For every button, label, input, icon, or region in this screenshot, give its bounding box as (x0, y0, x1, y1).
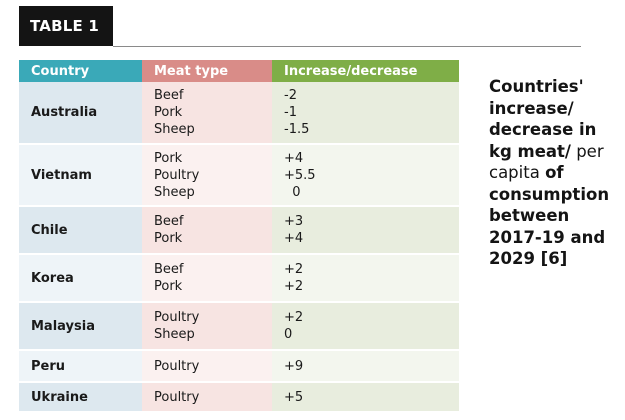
table-row: Malaysia Poultry Sheep +2 0 (19, 302, 459, 351)
change-cell: +5 (272, 382, 459, 413)
table-caption: Countries' increase/ decrease in kg meat… (489, 76, 623, 270)
meat-type-label: Pork (154, 105, 183, 120)
country-cell: Chile (19, 206, 142, 255)
column-header-change: Increase/decrease (272, 60, 459, 82)
change-value: -1 (284, 105, 297, 120)
meat-type-cell: Poultry (142, 350, 272, 383)
meat-type-cell: Beef Pork (142, 254, 272, 303)
meat-type-label: Sheep (154, 327, 195, 342)
meat-type-label: Sheep (154, 122, 195, 137)
country-cell: Malaysia (19, 302, 142, 351)
change-cell: +2 0 (272, 302, 459, 351)
change-value: +5.5 (284, 167, 316, 183)
table-body: Australia Beef Pork Sheep -2 -1 -1.5 Vietnam Por… (19, 82, 459, 413)
meat-type-cell: Poultry Sheep (142, 302, 272, 351)
change-value: 0 (284, 327, 293, 342)
caption-bold-end: of consumption between 2017-19 and 2029 … (489, 163, 610, 268)
change-value: +2 (284, 279, 304, 294)
table-header-row: Country Meat type Increase/decrease (19, 60, 459, 82)
country-cell: Vietnam (19, 144, 142, 207)
change-cell: +9 (272, 350, 459, 383)
meat-type-label: Beef (154, 88, 184, 103)
header-rule (113, 46, 581, 47)
country-cell: Korea (19, 254, 142, 303)
change-cell: +2 +2 (272, 254, 459, 303)
meat-type-label: Beef (154, 214, 184, 229)
change-value: +2 (284, 262, 304, 277)
change-value: -2 (284, 88, 297, 103)
change-cell: +3 +4 (272, 206, 459, 255)
table-row: Korea Beef Pork +2 +2 (19, 254, 459, 303)
meat-type-label: Beef (154, 262, 184, 277)
change-value: +4 (284, 231, 304, 246)
change-value: +9 (284, 358, 304, 374)
change-value: -1.5 (284, 122, 310, 137)
meat-type-label: Poultry (154, 310, 200, 325)
caption-bold-start: Countries' increase/ decrease in kg meat… (489, 77, 597, 161)
meat-type-label: Poultry (154, 167, 200, 183)
change-value: +2 (284, 310, 304, 325)
country-cell: Ukraine (19, 382, 142, 413)
change-cell: +4 +5.5 0 (272, 144, 459, 207)
meat-type-label: Pork (154, 150, 183, 166)
meat-type-label: Pork (154, 279, 183, 294)
meat-type-cell: Poultry (142, 382, 272, 413)
country-cell: Australia (19, 82, 142, 145)
change-value: 0 (284, 184, 301, 200)
table-row: Chile Beef Pork +3 +4 (19, 206, 459, 255)
column-header-country: Country (19, 60, 142, 82)
change-value: +5 (284, 389, 304, 405)
table-label-badge: TABLE 1 (19, 6, 113, 46)
meat-type-label: Poultry (154, 358, 200, 374)
country-cell: Peru (19, 350, 142, 383)
meat-type-cell: Beef Pork (142, 206, 272, 255)
meat-type-label: Sheep (154, 184, 195, 200)
caption-regular: per capita (489, 141, 604, 183)
change-value: +4 (284, 150, 304, 166)
table-row: Vietnam Pork Poultry Sheep +4 +5.5 0 (19, 144, 459, 207)
table-row: Peru Poultry +9 (19, 350, 459, 383)
meat-type-label: Poultry (154, 389, 200, 405)
change-value: +3 (284, 214, 304, 229)
meat-type-cell: Beef Pork Sheep (142, 82, 272, 145)
table-row: Australia Beef Pork Sheep -2 -1 -1.5 (19, 82, 459, 145)
change-cell: -2 -1 -1.5 (272, 82, 459, 145)
meat-consumption-table: Country Meat type Increase/decrease Aust… (19, 60, 459, 413)
column-header-meat-type: Meat type (142, 60, 272, 82)
meat-type-label: Pork (154, 231, 183, 246)
meat-type-cell: Pork Poultry Sheep (142, 144, 272, 207)
table-row: Ukraine Poultry +5 (19, 382, 459, 413)
